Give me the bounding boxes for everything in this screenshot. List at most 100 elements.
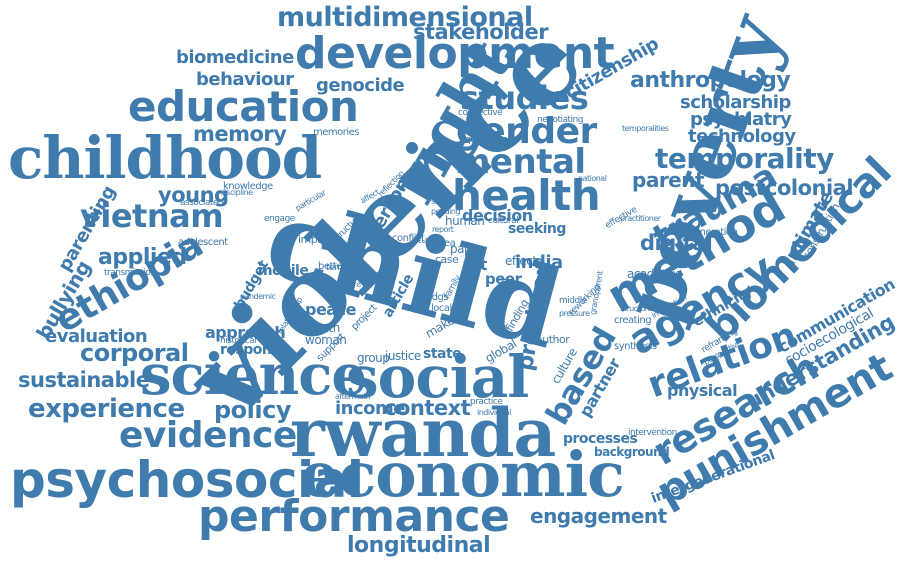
cloud-word: effect [505, 254, 537, 268]
cloud-word: individual [477, 408, 511, 417]
cloud-word: middle [559, 296, 587, 306]
cloud-word: cultural [488, 216, 519, 226]
cloud-word: negotiating [537, 115, 583, 125]
cloud-word: young [158, 183, 229, 207]
cloud-word: synthesis [614, 341, 657, 352]
cloud-word: engagement [530, 504, 667, 528]
cloud-word: area [435, 238, 456, 249]
cloud-word: human [445, 214, 485, 228]
cloud-word: author [536, 333, 570, 346]
cloud-word: historical [220, 336, 257, 346]
cloud-word: anthropology [630, 68, 791, 93]
cloud-word: engage [264, 214, 295, 224]
cloud-word: rwanda [290, 394, 556, 472]
cloud-word: structural [620, 304, 654, 313]
cloud-word: youth [308, 321, 340, 335]
cloud-word: education [128, 82, 359, 131]
cloud-word: report [432, 225, 454, 234]
cloud-word: discipline [220, 188, 253, 197]
cloud-word: experience [28, 394, 185, 424]
cloud-word: gender [456, 111, 597, 152]
cloud-word: connective [458, 108, 503, 118]
cloud-word: postcolonial [715, 176, 854, 200]
cloud-word: grandparent [588, 270, 605, 316]
cloud-word: decision [462, 206, 533, 225]
cloud-word: local [431, 303, 452, 314]
cloud-word: paper [450, 242, 483, 256]
cloud-word: creating [614, 315, 652, 326]
cloud-word: seeking [508, 221, 566, 237]
cloud-word: scholarship [680, 92, 791, 113]
cloud-word: knowledge [223, 181, 273, 192]
cloud-word: practitioner [620, 214, 661, 223]
cloud-word: impact [298, 233, 333, 246]
cloud-word: studies [460, 79, 589, 117]
cloud-word: social [346, 343, 529, 411]
cloud-word: better [318, 261, 346, 272]
cloud-word: transmission [104, 268, 156, 278]
cloud-word: temporality [655, 142, 834, 175]
cloud-word: term [326, 263, 346, 273]
cloud-word: vietnam [80, 197, 224, 235]
cloud-word: qualitative [465, 135, 508, 145]
cloud-word: context [384, 396, 471, 420]
cloud-word: health [452, 171, 601, 220]
cloud-word: generation [688, 227, 738, 238]
cloud-word: economic [300, 438, 625, 511]
cloud-word: study [413, 235, 439, 246]
cloud-word: sdgs [427, 292, 449, 303]
cloud-word: income [335, 398, 405, 419]
cloud-word: memory [193, 122, 287, 146]
cloud-word: state [423, 346, 462, 362]
cloud-word: background [594, 445, 670, 459]
cloud-word: national [578, 174, 607, 183]
cloud-word: temporalities [622, 124, 669, 133]
cloud-word: genocide [316, 75, 405, 96]
cloud-word: performance [198, 491, 510, 542]
cloud-word: pressure [559, 309, 590, 318]
cloud-word: intervention [628, 428, 677, 438]
cloud-word: behaviour [196, 69, 294, 90]
cloud-word: justice [385, 349, 421, 363]
cloud-word: mobile [258, 263, 309, 279]
cloud-word: academic [627, 267, 681, 281]
cloud-word: parent [632, 168, 705, 192]
cloud-word: sustainable [18, 368, 150, 392]
cloud-word: associated [180, 198, 224, 208]
cloud-word: conflict [392, 233, 425, 244]
cloud-word: development [295, 28, 615, 79]
cloud-word: policy [214, 396, 292, 424]
cloud-word: service [431, 197, 457, 206]
cloud-word: peace [305, 300, 356, 319]
cloud-word: memories [313, 127, 360, 138]
cloud-word: applied [98, 245, 187, 270]
cloud-word: art [462, 255, 487, 274]
cloud-word: evidence [119, 415, 297, 456]
cloud-word: evaluation [45, 326, 148, 347]
cloud-word: aftermath [335, 392, 371, 401]
cloud-word: biomedicine [176, 47, 294, 68]
cloud-word: pending [431, 207, 461, 216]
cloud-word: processes [563, 431, 638, 447]
cloud-word: digital [640, 231, 713, 255]
cloud-word: technology [688, 126, 796, 147]
cloud-word: longitudinal [347, 533, 491, 558]
cloud-word: stakeholder [413, 20, 549, 44]
cloud-word: practice [470, 397, 503, 407]
cloud-word: psychiatry [690, 109, 792, 130]
cloud-word: peer [485, 270, 522, 288]
cloud-word: group [357, 351, 390, 365]
cloud-word: childhood [8, 124, 322, 192]
cloud-word: approach [205, 323, 286, 342]
cloud-word: india [515, 252, 563, 273]
cloud-word: science [140, 342, 367, 408]
cloud-word: case [435, 253, 459, 266]
cloud-word: response [220, 342, 289, 358]
cloud-word: pandemic [240, 292, 276, 301]
cloud-word: multidimensional [277, 2, 533, 33]
cloud-word: physical [667, 381, 738, 400]
cloud-word: psychosocial [10, 451, 364, 509]
cloud-word: corporal [80, 339, 189, 367]
cloud-word: mental [455, 142, 586, 182]
